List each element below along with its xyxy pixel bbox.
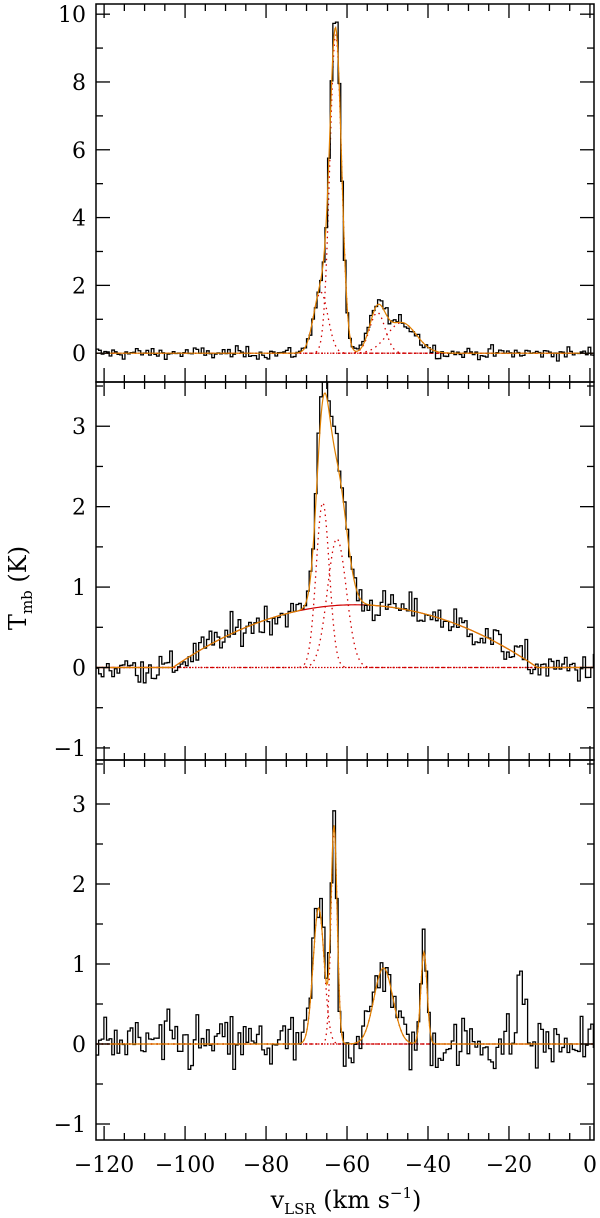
fit-component-1 — [96, 291, 594, 354]
spectrum — [96, 21, 594, 362]
spectrum — [96, 810, 594, 1071]
y-tick-label: 0 — [72, 1033, 86, 1058]
panel-frame — [95, 3, 595, 383]
x-tick-label: −100 — [155, 1153, 215, 1178]
y-tick-label: 4 — [72, 207, 86, 232]
x-tick-labels: −120 −100 −80 −60 −40 −20 0 — [74, 1153, 597, 1178]
panel-bottom: −1 0 1 2 3 — [54, 759, 595, 1141]
y-tick-label: 0 — [72, 342, 86, 367]
y-tick-label: 0 — [72, 657, 86, 682]
plateau-component — [96, 604, 594, 669]
plot-area — [96, 382, 594, 684]
y-tick-label: 2 — [72, 873, 86, 898]
fit-component-3 — [96, 967, 594, 1045]
y-tick-label: −1 — [54, 737, 86, 762]
total-fit — [96, 392, 594, 669]
y-tick-label: 3 — [72, 415, 86, 440]
y-tick-label: 2 — [72, 274, 86, 299]
plot-area — [96, 21, 594, 362]
y-tick-label: 6 — [72, 139, 86, 164]
y-tick-label: 1 — [72, 576, 86, 601]
x-tick-label: −120 — [74, 1153, 134, 1178]
fit-component-4 — [96, 322, 594, 354]
x-tick-label: −20 — [486, 1153, 532, 1178]
fit-component-1 — [96, 501, 594, 669]
total-fit — [96, 25, 594, 354]
fit-component-2 — [96, 828, 594, 1045]
y-tick-label: 3 — [72, 793, 86, 818]
x-axis-label: vLSR (km s−1) — [270, 1184, 422, 1218]
panel-frame — [95, 381, 595, 761]
y-tick-label: −1 — [54, 1113, 86, 1138]
x-tick-label: 0 — [583, 1153, 597, 1178]
panel-middle: −1 0 1 2 3 — [54, 381, 595, 762]
fit-component-1 — [96, 906, 594, 1045]
y-axis-label: Tmb (K) — [4, 546, 36, 630]
fit-component-2 — [96, 34, 594, 354]
panel-frame — [95, 759, 595, 1141]
y-tick-label: 10 — [58, 3, 86, 28]
y-tick-label: 8 — [72, 71, 86, 96]
total-fit — [96, 825, 594, 1045]
y-tick-label: 2 — [72, 496, 86, 521]
x-tick-label: −60 — [324, 1153, 370, 1178]
y-tick-label: 1 — [72, 953, 86, 978]
fit-component-2 — [96, 538, 594, 669]
spectrum — [96, 382, 594, 684]
plot-area — [96, 810, 594, 1071]
x-tick-label: −40 — [405, 1153, 451, 1178]
panels-group: 0 2 4 6 8 10 −1 0 1 2 3 −1 0 1 2 3 — [54, 3, 595, 1141]
panel-top: 0 2 4 6 8 10 — [58, 3, 595, 383]
fit-component-3 — [96, 311, 594, 354]
x-tick-label: −80 — [243, 1153, 289, 1178]
